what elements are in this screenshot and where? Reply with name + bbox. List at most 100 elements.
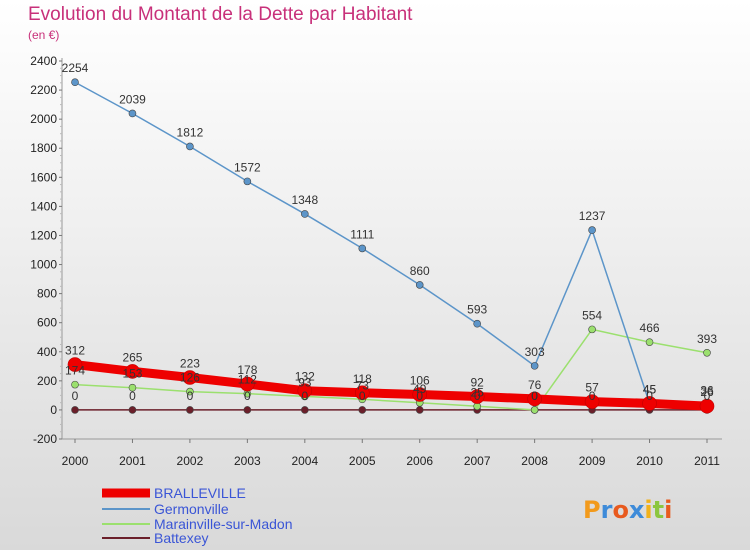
y-tick-label: 1400 — [30, 199, 57, 213]
legend-item-bralleville: BRALLEVILLE — [154, 485, 246, 501]
data-label: 0 — [531, 389, 538, 403]
data-label: 1237 — [579, 209, 606, 223]
data-label: 1111 — [350, 227, 374, 241]
data-label: 0 — [704, 389, 711, 403]
x-tick-label: 2011 — [694, 454, 720, 468]
y-tick-label: 600 — [37, 316, 57, 330]
data-point — [186, 142, 194, 151]
x-tick-label: 2007 — [464, 454, 491, 468]
data-label: 73 — [356, 378, 370, 392]
data-point — [125, 364, 140, 379]
y-tick-label: 1600 — [30, 170, 57, 184]
x-tick-label: 2001 — [119, 454, 146, 468]
data-label: 126 — [180, 371, 200, 385]
data-label: 1812 — [177, 125, 204, 139]
data-point — [415, 281, 424, 289]
data-label: 466 — [640, 321, 660, 335]
data-label: 49 — [413, 382, 427, 396]
data-label: 25 — [471, 385, 485, 399]
x-tick-label: 2000 — [62, 454, 89, 468]
data-point — [301, 406, 309, 414]
data-point — [301, 210, 309, 218]
data-label: 76 — [528, 378, 542, 392]
data-label: 132 — [295, 370, 315, 384]
data-point — [645, 338, 654, 346]
proxiti-logo: Proxiti — [583, 496, 672, 524]
data-label: 593 — [467, 303, 487, 317]
data-label: 2254 — [62, 61, 89, 75]
y-tick-label: 400 — [37, 345, 57, 359]
series-line-marainville-sur-madon — [74, 328, 708, 411]
data-label: 106 — [410, 374, 430, 388]
data-label: 0 — [416, 389, 423, 403]
data-point — [67, 357, 83, 372]
data-point — [128, 383, 137, 392]
legend-item-battexey: Battexey — [154, 530, 208, 546]
x-tick-label: 2006 — [406, 454, 433, 468]
data-point — [584, 394, 600, 409]
data-label: 312 — [65, 344, 85, 358]
data-label: 1348 — [291, 193, 318, 207]
data-label: 112 — [238, 373, 257, 387]
legend-item-germonville: Germonville — [154, 501, 229, 517]
data-label: 118 — [353, 372, 372, 386]
data-label: 554 — [582, 308, 602, 322]
data-label: 26 — [700, 385, 714, 399]
data-point — [128, 109, 137, 118]
data-point — [297, 383, 313, 399]
data-label: 0 — [646, 389, 653, 403]
data-label: 393 — [697, 332, 717, 346]
data-label: 303 — [525, 345, 545, 359]
data-point — [527, 391, 542, 407]
data-label: 92 — [471, 376, 485, 390]
data-point — [642, 396, 657, 411]
data-point — [415, 406, 424, 414]
x-tick-label: 2008 — [521, 454, 548, 468]
x-tick-label: 2010 — [636, 454, 663, 468]
chart-title: Evolution du Montant de la Dette par Hab… — [28, 4, 413, 25]
y-tick-label: 0 — [50, 403, 57, 417]
data-label: 1572 — [234, 160, 261, 174]
data-label: 45 — [643, 382, 657, 396]
data-point — [699, 398, 715, 414]
data-label: 860 — [410, 264, 430, 278]
data-point — [530, 406, 539, 414]
data-label: 45 — [643, 382, 657, 396]
x-tick-label: 2005 — [349, 454, 376, 468]
data-label: 0 — [531, 389, 538, 403]
data-label: 0 — [72, 389, 79, 403]
data-point — [469, 389, 485, 404]
y-tick-label: 1200 — [30, 228, 57, 242]
data-point — [243, 177, 252, 186]
y-tick-label: 800 — [37, 287, 57, 301]
data-point — [588, 325, 596, 334]
x-tick-label: 2002 — [177, 454, 204, 468]
data-label: 0 — [474, 389, 481, 403]
x-tick-label: 2004 — [291, 454, 318, 468]
data-label: 174 — [65, 364, 85, 378]
data-point — [71, 78, 79, 87]
data-label: 57 — [585, 381, 599, 395]
data-label: 178 — [237, 363, 257, 377]
data-point — [354, 385, 370, 401]
data-point — [412, 387, 428, 402]
data-point — [243, 406, 252, 414]
data-label: 265 — [122, 350, 142, 364]
y-tick-label: 200 — [37, 374, 57, 388]
data-point — [128, 406, 137, 414]
data-label: 0 — [589, 389, 596, 403]
data-point — [240, 376, 255, 392]
data-point — [182, 370, 198, 385]
data-label: 0 — [129, 389, 136, 403]
x-tick-label: 2009 — [579, 454, 606, 468]
y-tick-label: 1000 — [30, 258, 57, 272]
data-label: 153 — [122, 367, 142, 381]
x-tick-label: 2003 — [234, 454, 261, 468]
y-tick-label: 2200 — [30, 83, 57, 97]
data-label: 0 — [244, 389, 251, 403]
data-point — [358, 406, 367, 414]
data-label: 93 — [298, 375, 312, 389]
data-label: 0 — [187, 389, 194, 403]
